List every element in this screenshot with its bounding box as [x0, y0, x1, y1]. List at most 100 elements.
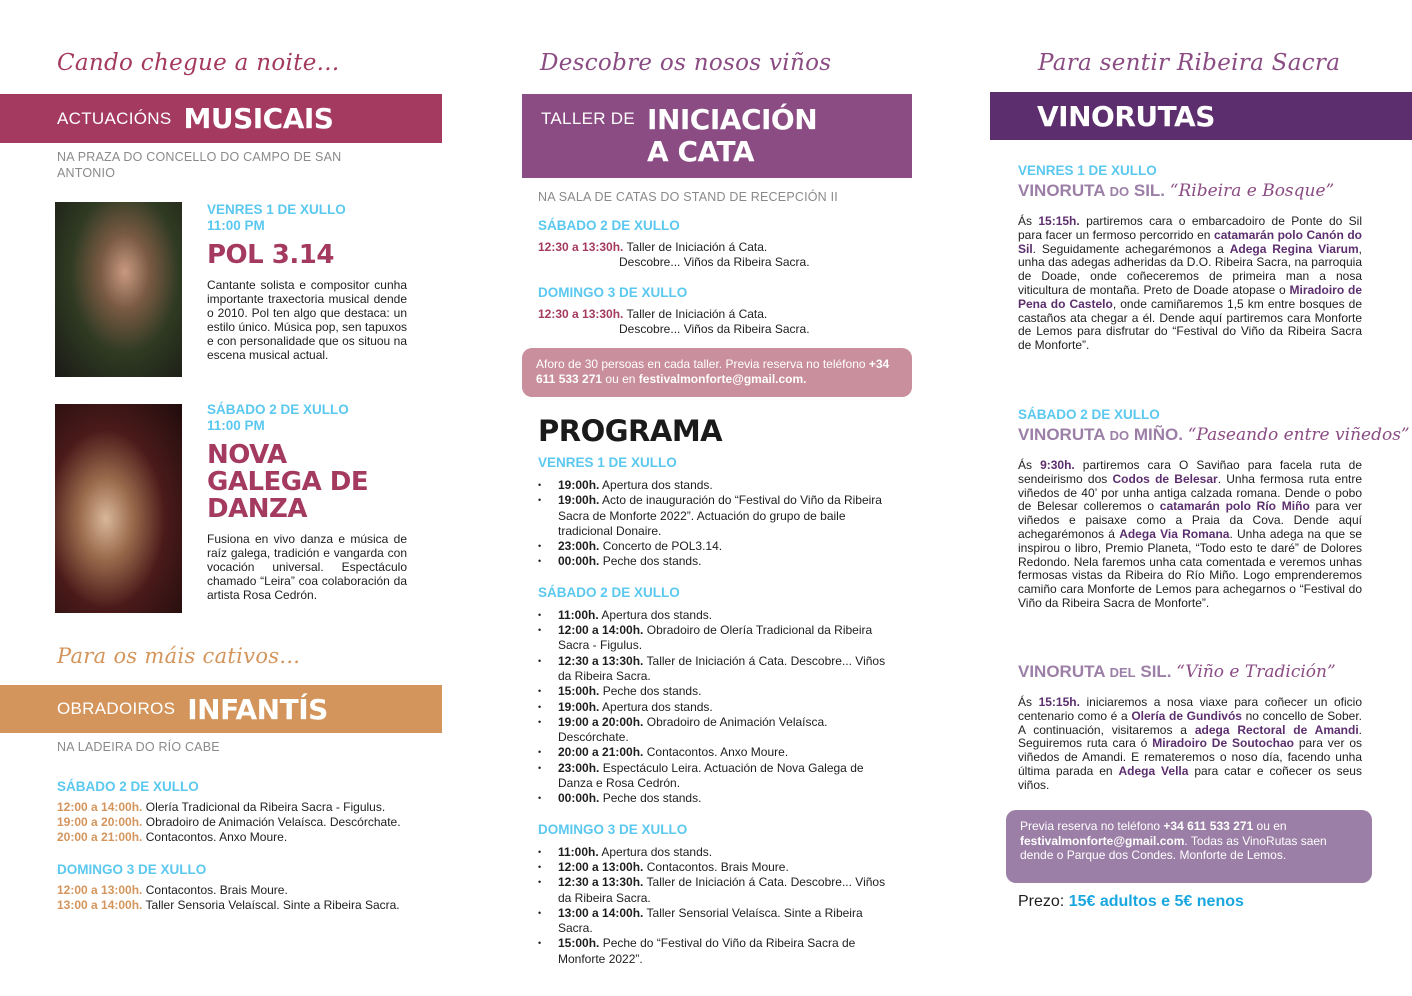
item-text: Contacontos. Brais Moure.: [145, 883, 288, 897]
item-text: Peche do “Festival do Viño da Ribeira Sa…: [558, 936, 856, 966]
programa-item: 12:30 a 13:30h. Taller de Iniciación á C…: [538, 875, 890, 906]
bold-text: festivalmonforte@gmail.com.: [638, 371, 807, 386]
programa-list: 11:00h. Apertura dos stands.12:00 a 13:0…: [538, 845, 890, 967]
day-date: SÁBADO 2 DE XULLO: [538, 584, 680, 600]
programa-title: PROGRAMA: [538, 414, 723, 448]
item-text: Olería Tradicional da Ribeira Sacra - Fi…: [145, 800, 386, 814]
bold-text: 15:15h.: [1038, 214, 1080, 228]
text-segment: para catar e coñecer os seus viños.: [1018, 763, 1362, 792]
location-musicais: NA PRAZA DO CONCELLO DO CAMPO DE SAN ANT…: [57, 150, 342, 180]
act-time: 11:00 PM: [207, 418, 265, 433]
schedule-item: 12:00 a 13:00h. Contacontos. Brais Moure…: [57, 883, 417, 898]
route-quote: “Paseando entre viñedos”: [1187, 425, 1410, 445]
kids-schedule: SÁBADO 2 DE XULLO 12:00 a 14:00h. Olería …: [57, 779, 417, 913]
route-body: Ás 15:15h. iniciaremos a nosa viaxe para…: [1018, 695, 1362, 793]
schedule-item: 12:00 a 14:00h. Olería Tradicional da Ri…: [57, 800, 417, 815]
band-light-text: TALLER DE: [541, 109, 636, 128]
route-title-river: SIL.: [1133, 181, 1166, 200]
route-date: SÁBADO 2 DE XULLO: [1018, 407, 1160, 422]
text-segment: Ás: [1018, 214, 1039, 228]
route-quote: “Ribeira e Bosque”: [1169, 181, 1335, 201]
bold-text: Olería de Gundivós: [1131, 708, 1242, 723]
cata-item: 12:30 a 13:30h. Taller de Iniciación á C…: [538, 307, 898, 337]
item-time: 20:00 a 21:00h.: [558, 745, 644, 760]
item-text: Contacontos. Brais Moure.: [646, 859, 789, 874]
band-heavy-text: INFANTÍS: [187, 692, 328, 726]
item-time: 19:00h.: [558, 699, 600, 714]
route-quote: “Viño e Tradición”: [1176, 662, 1336, 682]
photo-pol314: [55, 202, 182, 377]
item-text: Taller de Iniciación á Cata. Descobre...…: [558, 653, 886, 683]
text-segment: para ver os viñedos de Amandi. E remater…: [1018, 736, 1362, 778]
route-title-main: VINORUTA: [1018, 662, 1105, 681]
text-segment: . Todas as VinoRutas saen dende o Parque…: [1020, 833, 1327, 863]
item-text: Apertura dos stands.: [602, 478, 713, 492]
programa-list: 19:00h. Apertura dos stands.19:00h. Acto…: [538, 478, 890, 570]
item-text: Peche dos stands.: [602, 791, 702, 806]
script-title-wines: Descobre os nosos viños: [540, 50, 832, 76]
bold-text: +34 611 533 271: [1163, 819, 1254, 833]
item-text: Apertura dos stands.: [601, 607, 713, 622]
item-text: Taller Sensoria Velaíscal. Sinte a Ribei…: [145, 898, 400, 912]
item-text: Peche dos stands.: [602, 684, 702, 699]
route-title: VINORUTA DO SIL. “Ribeira e Bosque”: [1018, 181, 1362, 201]
text-segment: , unha das adegas adheridas da D.O. Ribe…: [1018, 241, 1362, 297]
bold-text: catamarán polo Río Miño: [1159, 499, 1310, 514]
text-segment: , onde camiñaremos 1,5 km entre bosques …: [1018, 296, 1363, 353]
location-infantis: NA LADEIRA DO RÍO CABE: [57, 740, 220, 754]
item-text: Concerto de POL3.14.: [602, 539, 723, 554]
day-date: SÁBADO 2 DE XULLO: [57, 779, 199, 794]
route-sil: VENRES 1 DE XULLO VINORUTA DO SIL. “Ribei…: [1018, 163, 1362, 353]
route-mino: SÁBADO 2 DE XULLO VINORUTA DO MIÑO. “Pase…: [1018, 407, 1410, 611]
text-segment: Ás: [1018, 458, 1041, 472]
item-time: 00:00h.: [558, 791, 600, 806]
route-sil-tradicion: VINORUTA DEL SIL. “Viño e Tradición” Ás 1…: [1018, 660, 1362, 793]
item-time: 12:00 a 14:00h.: [558, 623, 644, 638]
route-title-river: MIÑO.: [1133, 425, 1183, 444]
programa-item: 12:00 a 14:00h. Obradoiro de Olería Trad…: [538, 623, 890, 654]
day-date: DOMINGO 3 DE XULLO: [538, 821, 688, 837]
bold-text: catamarán polo Canón do Sil: [1018, 227, 1362, 256]
bold-text: 15:15h.: [1038, 695, 1080, 709]
location-cata: NA SALA DE CATAS DO STAND DE RECEPCIÓN I…: [538, 190, 838, 204]
band-heavy-text: MUSICAIS: [183, 102, 334, 135]
day-items: 12:00 a 13:00h. Contacontos. Brais Moure…: [57, 883, 417, 913]
act-name: POL 3.14: [207, 240, 334, 270]
text-segment: para ver viñedos e paisaxe como a Praia …: [1018, 499, 1362, 541]
band-iniciacion-cata: TALLER DE INICIACIÓN A CATA: [522, 94, 912, 178]
item-time: 20:00 a 21:00h.: [57, 830, 143, 844]
programa-item: 11:00h. Apertura dos stands.: [538, 607, 890, 624]
schedule-item: 20:00 a 21:00h. Contacontos. Anxo Moure.: [57, 830, 417, 845]
route-title-main: VINORUTA: [1018, 425, 1105, 444]
programa-schedule: VENRES 1 DE XULLO 19:00h. Apertura dos st…: [538, 455, 890, 967]
bold-text: Codos de Belesar: [1112, 471, 1218, 486]
item-time: 13:00 a 14:00h.: [57, 898, 143, 912]
cata-item: 12:30 a 13:30h. Taller de Iniciación á C…: [538, 240, 898, 270]
bold-text: Adega Via Romana: [1119, 526, 1230, 541]
band-heavy-text-2: A CATA: [647, 135, 755, 168]
act-date: SÁBADO 2 DE XULLO: [207, 402, 349, 417]
act-description: Cantante solista e compositor cunha impo…: [207, 278, 407, 362]
route-title: VINORUTA DO MIÑO. “Paseando entre viñedo…: [1018, 425, 1410, 445]
text-segment: ou en: [1253, 819, 1287, 833]
item-time: 11:00h.: [558, 607, 599, 622]
band-heavy-text: VINORUTAS: [1037, 99, 1215, 133]
text-segment: partiremos cara O Saviñao para facela ru…: [1018, 458, 1362, 486]
band-musicais: ACTUACIÓNS MUSICAIS: [0, 94, 442, 143]
item-time: 12:00 a 13:00h.: [558, 859, 644, 874]
act-time: 11:00 PM: [207, 218, 265, 233]
item-text: Taller Sensorial Velaísca. Sinte a Ribei…: [558, 905, 863, 936]
programa-item: 12:00 a 13:00h. Contacontos. Brais Moure…: [538, 859, 890, 876]
script-title-kids: Para os máis cativos...: [57, 644, 301, 668]
bold-text: 9:30h.: [1040, 458, 1075, 472]
route-title-connector: DEL: [1109, 665, 1136, 680]
item-time: 15:00h.: [558, 936, 600, 951]
route-title-main: VINORUTA: [1018, 181, 1105, 200]
cata-schedule: SÁBADO 2 DE XULLO 12:30 a 13:30h. Taller…: [538, 218, 898, 337]
item-time: 00:00h.: [558, 554, 600, 569]
script-title-night: Cando chegue a noite...: [57, 50, 340, 76]
text-segment: . Seguidamente achegarémonos a: [1032, 241, 1230, 256]
band-infantis: OBRADOIROS INFANTÍS: [0, 685, 442, 733]
route-title-river: SIL.: [1140, 662, 1172, 681]
text-segment: . Unha adega na que se inspirou o libro,…: [1018, 526, 1363, 610]
